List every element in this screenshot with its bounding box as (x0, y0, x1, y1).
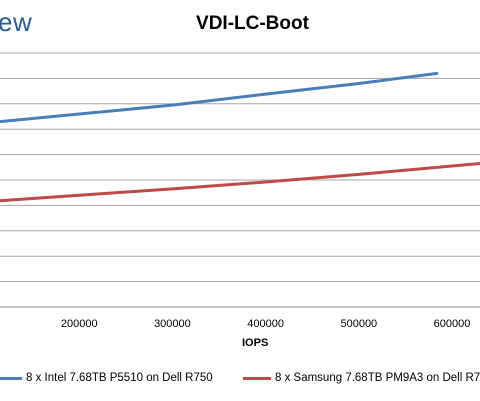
legend-item-intel: 8 x Intel 7.68TB P5510 on Dell R750 (0, 372, 213, 384)
gridlines (0, 52, 480, 308)
legend: 8 x Intel 7.68TB P5510 on Dell R750 8 x … (0, 372, 480, 390)
legend-swatch-intel (0, 376, 22, 380)
x-tick-labels: 200000 300000 400000 500000 600000 (61, 318, 471, 330)
x-axis-title: IOPS (242, 337, 269, 349)
legend-label-intel: 8 x Intel 7.68TB P5510 on Dell R750 (26, 372, 213, 384)
chart-title: VDI-LC-Boot (196, 13, 309, 34)
legend-item-samsung: 8 x Samsung 7.68TB PM9A3 on Dell R750 (243, 372, 480, 384)
series-line-intel (0, 71, 439, 124)
x-tick-label: 200000 (61, 318, 98, 330)
legend-label-samsung: 8 x Samsung 7.68TB PM9A3 on Dell R750 (275, 372, 480, 384)
x-tick-label: 400000 (247, 318, 284, 330)
series-lines (0, 71, 480, 203)
logo-fragment: ew (0, 7, 33, 37)
x-tick-label: 600000 (434, 318, 471, 330)
x-tick-label: 500000 (340, 318, 377, 330)
x-tick-label: 300000 (154, 318, 191, 330)
legend-swatch-samsung (243, 376, 271, 380)
series-line-samsung (0, 162, 480, 203)
